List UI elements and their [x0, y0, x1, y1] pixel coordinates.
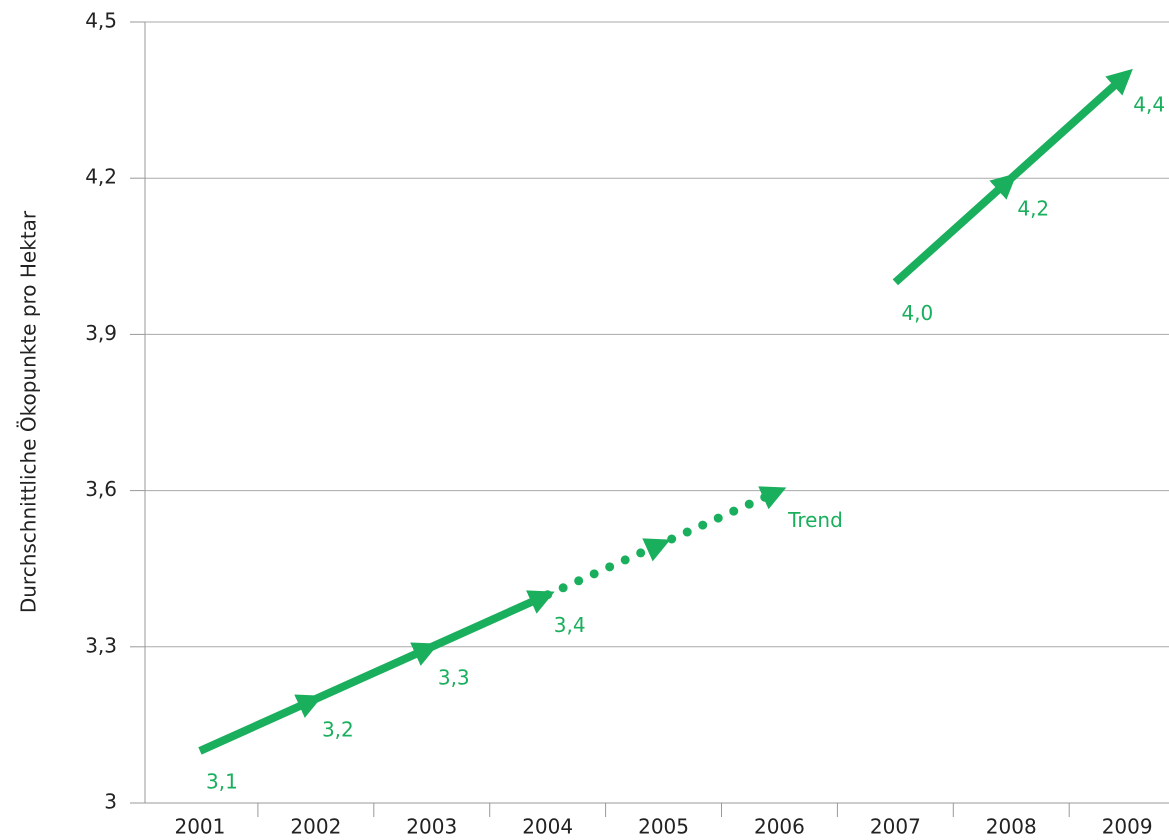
y-tick-label: 3: [104, 790, 117, 814]
value-label: 3,4: [554, 613, 586, 637]
y-tick-label: 4,2: [85, 165, 117, 189]
data-line: [892, 68, 1133, 286]
y-tick-label: 4,5: [85, 9, 117, 33]
x-tick-label: 2006: [754, 815, 805, 839]
value-label: 3,3: [438, 665, 470, 689]
y-tick-label: 3,6: [85, 477, 117, 501]
value-label: 4,2: [1017, 197, 1049, 221]
y-tick-label: 3,9: [85, 321, 117, 345]
trend-line: [543, 486, 787, 600]
value-label: 4,4: [1133, 93, 1165, 117]
y-tick-label: 3,3: [85, 633, 117, 657]
value-label: 3,2: [322, 717, 354, 741]
x-tick-label: 2005: [638, 815, 689, 839]
x-tick-label: 2004: [522, 815, 573, 839]
value-label: 4,0: [901, 301, 933, 325]
x-tick-label: 2003: [406, 815, 457, 839]
x-tick-label: 2008: [986, 815, 1037, 839]
x-tick-label: 2007: [870, 815, 921, 839]
trend-label: Trend: [787, 508, 843, 532]
x-tick-label: 2009: [1102, 815, 1153, 839]
y-axis-title: Durchschnittliche Ökopunkte pro Hektar: [17, 210, 41, 613]
x-tick-label: 2001: [174, 815, 225, 839]
x-tick-label: 2002: [290, 815, 341, 839]
data-line: [198, 590, 555, 755]
value-label: 3,1: [206, 769, 238, 793]
